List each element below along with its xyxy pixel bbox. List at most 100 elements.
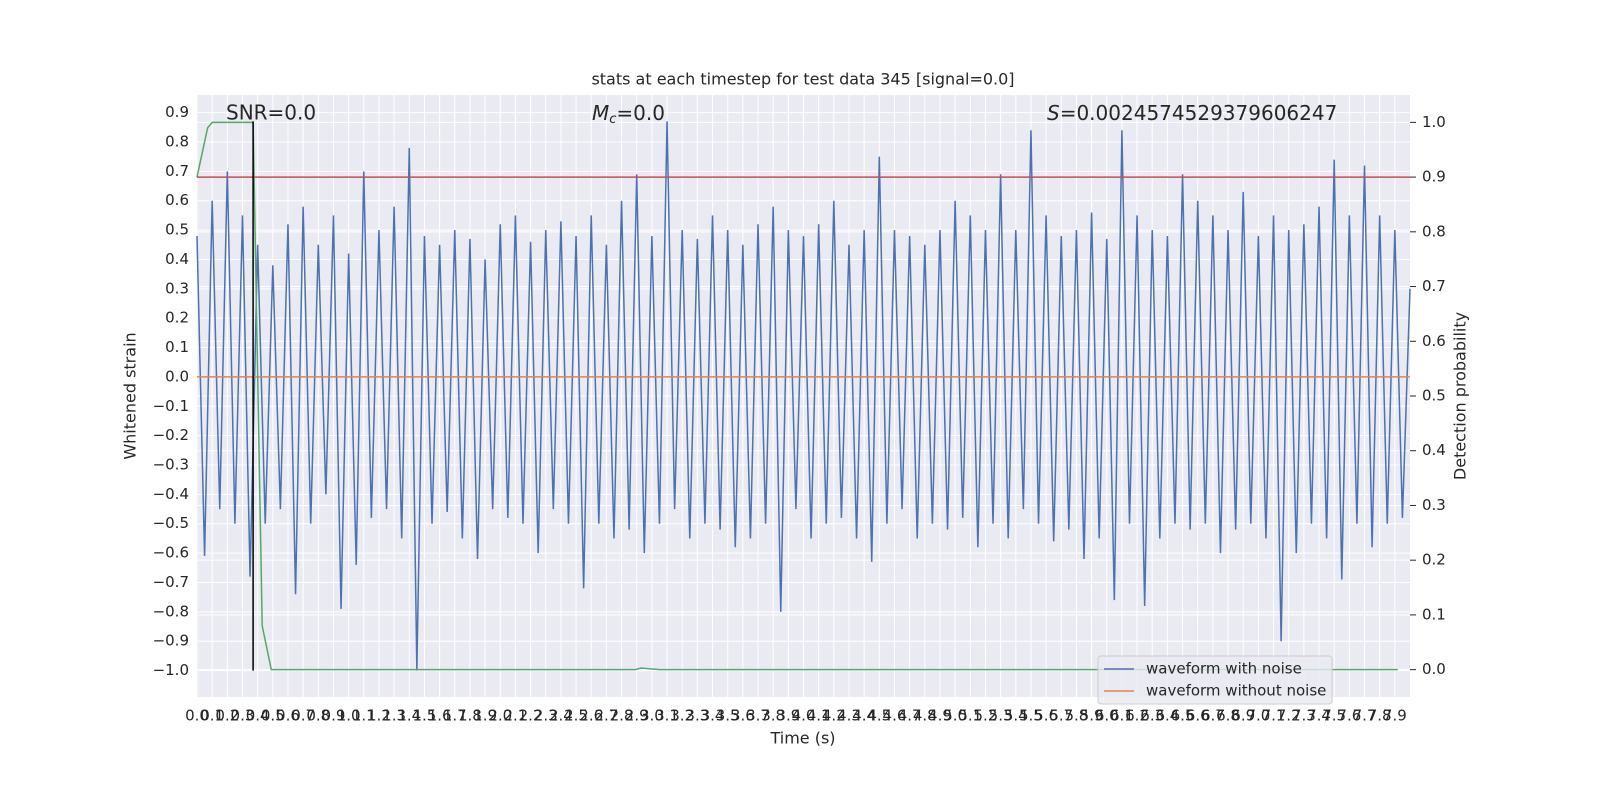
y-tick-label: 0.2 xyxy=(165,309,189,327)
x-tick-label: 1.6 xyxy=(428,707,452,725)
x-tick-label: 4.7 xyxy=(898,707,922,725)
annotation-text: =0.0024574529379606247 xyxy=(1060,101,1338,125)
y-tick-label: −0.4 xyxy=(153,485,189,503)
x-tick-label: 0.1 xyxy=(200,707,224,725)
x-tick-label: 3.6 xyxy=(731,707,755,725)
y2-tick-label: 0.7 xyxy=(1422,277,1446,295)
x-tick-label: 2.9 xyxy=(625,707,649,725)
x-tick-label: 2.1 xyxy=(503,707,527,725)
y2-tick-label: 0.3 xyxy=(1422,496,1446,514)
x-tick-label: 2.0 xyxy=(488,707,512,725)
y-tick-label: −0.3 xyxy=(153,456,189,474)
x-tick-label: 7.2 xyxy=(1277,707,1301,725)
y-tick-label: 0.8 xyxy=(165,132,189,150)
x-tick-label: 6.3 xyxy=(1140,707,1164,725)
x-tick-label: 7.3 xyxy=(1292,707,1316,725)
x-tick-label: 7.0 xyxy=(1246,707,1270,725)
x-tick-label: 4.3 xyxy=(837,707,861,725)
x-tick-label: 6.9 xyxy=(1231,707,1255,725)
annotation: SNR=0.0 xyxy=(226,101,316,125)
x-tick-label: 6.2 xyxy=(1125,707,1149,725)
y2-tick-label: 0.8 xyxy=(1422,222,1446,240)
x-tick-label: 3.1 xyxy=(655,707,679,725)
x-tick-label: 1.2 xyxy=(367,707,391,725)
x-tick-label: 3.5 xyxy=(716,707,740,725)
x-tick-label: 2.4 xyxy=(549,707,573,725)
y-tick-label: 0.9 xyxy=(165,103,189,121)
y-tick-label: 0.0 xyxy=(165,367,189,385)
x-tick-label: 6.7 xyxy=(1201,707,1225,725)
annotation-text: =0.0 xyxy=(616,101,665,125)
series-line xyxy=(196,121,1411,671)
x-tick-label: 7.1 xyxy=(1262,707,1286,725)
x-tick-label: 4.9 xyxy=(928,707,952,725)
y2-axis-label: Detection probability xyxy=(1451,312,1470,480)
x-tick-label: 5.1 xyxy=(958,707,982,725)
x-tick-label: 5.4 xyxy=(1004,707,1028,725)
y-tick-label: −0.2 xyxy=(153,426,189,444)
x-axis-label: Time (s) xyxy=(769,729,835,748)
x-tick-label: 3.4 xyxy=(701,707,725,725)
x-tick-label: 1.1 xyxy=(352,707,376,725)
y-axis-label: Whitened strain xyxy=(121,332,140,459)
x-tick-label: 0.8 xyxy=(306,707,330,725)
grid xyxy=(196,95,1410,697)
x-tick-label: 5.7 xyxy=(1049,707,1073,725)
x-tick-label: 0.0 xyxy=(185,707,209,725)
annotation-symbol: S xyxy=(1047,101,1060,125)
x-tick-label: 7.9 xyxy=(1383,707,1407,725)
x-tick-label: 4.4 xyxy=(852,707,876,725)
x-tick-label: 4.1 xyxy=(807,707,831,725)
x-tick-label: 0.2 xyxy=(215,707,239,725)
x-tick-label: 3.2 xyxy=(670,707,694,725)
y-tick-label: 0.6 xyxy=(165,191,189,209)
y2-tick-label: 0.1 xyxy=(1422,605,1446,623)
x-tick-label: 5.8 xyxy=(1064,707,1088,725)
x-tick-label: 0.4 xyxy=(246,707,270,725)
x-tick-label: 4.0 xyxy=(792,707,816,725)
x-tick-label: 2.3 xyxy=(534,707,558,725)
y2-tick-label: 1.0 xyxy=(1422,113,1446,131)
x-tick-label: 2.6 xyxy=(579,707,603,725)
annotation: S=0.0024574529379606247 xyxy=(1047,101,1337,125)
y2-tick-label: 0.6 xyxy=(1422,332,1446,350)
detection-probability-line xyxy=(196,121,1398,671)
x-tick-label: 2.5 xyxy=(564,707,588,725)
x-tick-label: 1.5 xyxy=(413,707,437,725)
y-tick-label: −0.6 xyxy=(153,544,189,562)
x-tick-label: 6.5 xyxy=(1171,707,1195,725)
y-tick-label: −1.0 xyxy=(153,661,189,679)
y-tick-label: 0.1 xyxy=(165,338,189,356)
y-tick-label: 0.4 xyxy=(165,250,189,268)
x-tick-label: 0.5 xyxy=(261,707,285,725)
x-tick-label: 1.4 xyxy=(397,707,421,725)
y2-tick-label: 0.9 xyxy=(1422,168,1446,186)
x-tick-label: 2.8 xyxy=(610,707,634,725)
x-tick-label: 2.7 xyxy=(594,707,618,725)
x-tick-label: 4.6 xyxy=(883,707,907,725)
x-tick-label: 4.8 xyxy=(913,707,937,725)
x-tick-label: 2.2 xyxy=(519,707,543,725)
x-tick-label: 6.1 xyxy=(1110,707,1134,725)
chart-title: stats at each timestep for test data 345… xyxy=(591,70,1014,89)
x-tick-label: 4.2 xyxy=(822,707,846,725)
y-tick-label: −0.1 xyxy=(153,397,189,415)
x-tick-label: 6.4 xyxy=(1155,707,1179,725)
labels: SNR=0.0 Mc=0.0 S=0.0024574529379606247 0… xyxy=(153,101,1446,725)
y-tick-label: 0.5 xyxy=(165,221,189,239)
x-tick-label: 1.0 xyxy=(337,707,361,725)
y-tick-label: 0.7 xyxy=(165,162,189,180)
y-tick-label: −0.9 xyxy=(153,632,189,650)
x-tick-label: 0.3 xyxy=(231,707,255,725)
x-tick-label: 6.8 xyxy=(1216,707,1240,725)
x-tick-label: 3.0 xyxy=(640,707,664,725)
x-tick-label: 1.9 xyxy=(473,707,497,725)
y-tick-label: −0.8 xyxy=(153,602,189,620)
x-tick-label: 1.7 xyxy=(443,707,467,725)
x-tick-label: 5.6 xyxy=(1034,707,1058,725)
x-tick-label: 7.7 xyxy=(1353,707,1377,725)
x-tick-label: 0.9 xyxy=(322,707,346,725)
x-tick-label: 4.5 xyxy=(867,707,891,725)
x-tick-label: 1.3 xyxy=(382,707,406,725)
